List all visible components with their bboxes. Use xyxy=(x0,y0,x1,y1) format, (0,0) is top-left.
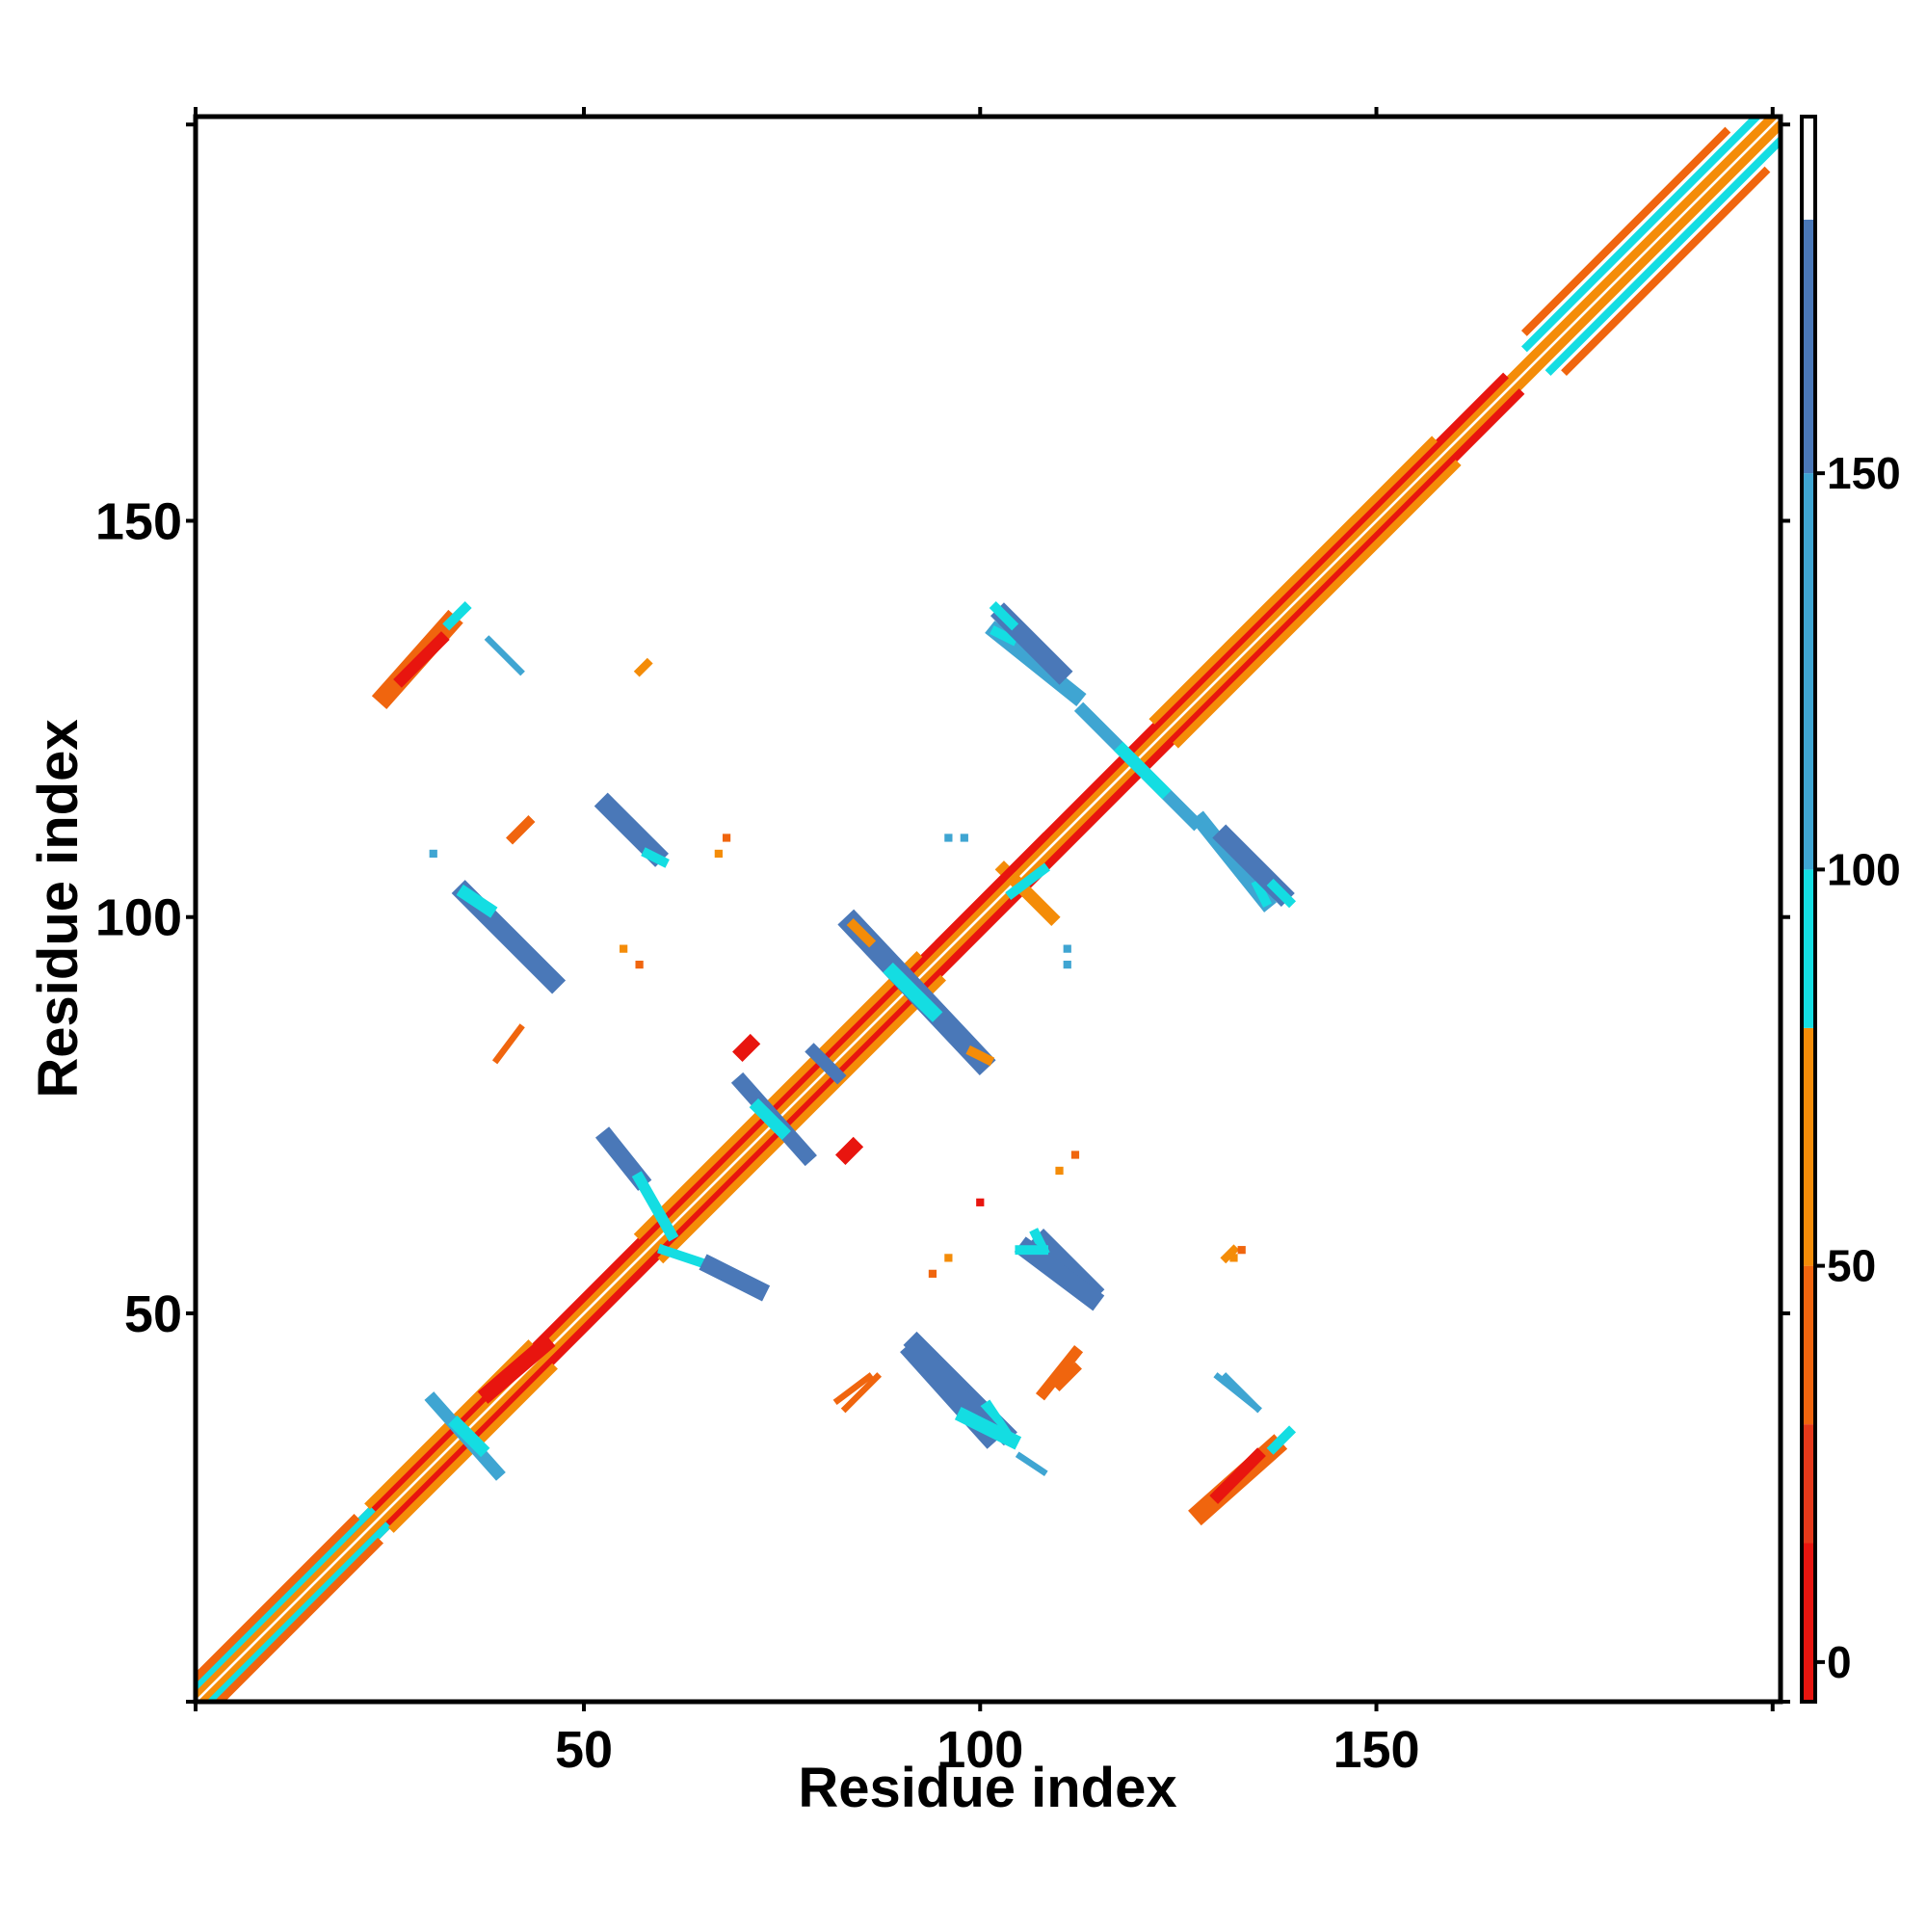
contact-segment-12 xyxy=(1520,126,1731,336)
contact-segment-74 xyxy=(477,1334,556,1404)
contact-segment-27 xyxy=(633,657,653,677)
contact-segment-40 xyxy=(641,847,670,868)
contact-segment-7 xyxy=(213,1537,383,1702)
colorbar-band-7 xyxy=(1802,117,1815,220)
y-tick-label-0: 50 xyxy=(124,1285,182,1343)
contact-segment-54 xyxy=(965,1045,995,1067)
contact-segment-20 xyxy=(393,631,450,688)
contact-segment-49 xyxy=(491,1023,525,1065)
contact-cell-8 xyxy=(1063,960,1071,969)
contact-segment-64 xyxy=(1014,1236,1105,1311)
contact-segment-77 xyxy=(935,832,1049,947)
colorbar-band-3 xyxy=(1802,1027,1815,1266)
contact-segment-76 xyxy=(1005,862,1050,900)
contact-segment-23 xyxy=(1209,1447,1266,1504)
contact-segment-39 xyxy=(594,792,670,867)
contact-cell-3 xyxy=(714,849,723,859)
colorbar-band-6 xyxy=(1802,219,1815,474)
contact-segment-36 xyxy=(1266,878,1297,909)
contact-segment-34 xyxy=(1114,741,1172,800)
contact-segment-59 xyxy=(834,1136,864,1165)
contact-segment-38 xyxy=(989,600,1019,631)
contact-cell-14 xyxy=(1237,1246,1246,1255)
contact-segment-44 xyxy=(1052,1362,1082,1391)
contact-segment-11 xyxy=(1561,166,1771,377)
y-axis-title: Residue index xyxy=(27,719,90,1098)
contact-segment-18 xyxy=(1148,436,1438,725)
contact-segment-17 xyxy=(1173,460,1462,749)
contact-segment-75 xyxy=(994,860,1061,927)
contact-segment-2 xyxy=(196,117,1780,1701)
contact-cell-13 xyxy=(1229,1254,1238,1262)
contact-cell-6 xyxy=(960,834,968,842)
colorbar-tick-label-1: 50 xyxy=(1827,1241,1876,1291)
colorbar-band-2 xyxy=(1802,1265,1815,1425)
contact-cell-11 xyxy=(928,1269,937,1278)
contact-segment-67 xyxy=(954,1406,1022,1450)
contact-segment-6 xyxy=(196,1505,376,1692)
contact-segment-3 xyxy=(356,388,1525,1557)
contact-segment-16 xyxy=(633,951,923,1240)
contact-cell-0 xyxy=(429,849,437,859)
contact-cell-1 xyxy=(620,944,628,953)
colorbar-frame xyxy=(1800,115,1817,1704)
contact-cell-5 xyxy=(944,834,953,842)
contact-segment-43 xyxy=(506,815,536,845)
colorbar-tick-label-2: 100 xyxy=(1827,844,1901,894)
contact-segment-15 xyxy=(657,974,946,1264)
contact-segment-73 xyxy=(448,1415,490,1458)
contact-segment-32 xyxy=(1251,879,1272,908)
contact-segment-9 xyxy=(1544,134,1781,377)
colorbar-tick-label-3: 150 xyxy=(1827,448,1901,498)
contact-cell-10 xyxy=(1070,1151,1080,1159)
contact-segment-0 xyxy=(196,117,1781,1702)
contact-segment-1 xyxy=(197,118,1781,1702)
contact-segment-10 xyxy=(1520,117,1763,353)
colorbar-tick-label-0: 0 xyxy=(1827,1637,1852,1687)
contact-segment-21 xyxy=(442,600,472,631)
contact-cell-9 xyxy=(1055,1166,1064,1176)
contact-segment-71 xyxy=(1213,1372,1262,1414)
contact-segment-60 xyxy=(594,1126,652,1191)
contact-cell-4 xyxy=(722,834,731,842)
contact-segment-46 xyxy=(456,884,498,918)
contact-segment-69 xyxy=(840,1372,883,1414)
y-tick-label-2: 150 xyxy=(95,492,182,550)
contact-segment-68 xyxy=(1015,1451,1048,1477)
colorbar-band-1 xyxy=(1802,1424,1815,1544)
y-tick-label-1: 100 xyxy=(95,889,182,947)
contact-segment-5 xyxy=(205,1522,392,1702)
contact-segment-24 xyxy=(1266,1425,1297,1455)
contact-segment-61 xyxy=(631,1171,679,1242)
contact-cell-15 xyxy=(976,1198,985,1206)
colorbar-band-0 xyxy=(1802,1543,1815,1702)
contact-segment-53 xyxy=(846,917,877,948)
contact-segment-63 xyxy=(699,1254,771,1302)
contact-cell-12 xyxy=(944,1254,953,1262)
colorbar-band-4 xyxy=(1802,869,1815,1028)
contact-segment-70 xyxy=(1035,1345,1084,1401)
x-axis-title: Residue index xyxy=(798,1757,1176,1819)
x-tick-label-0: 50 xyxy=(555,1721,613,1779)
contact-segment-30 xyxy=(990,625,1018,647)
tick-layer: 50 100 150 50 100 150 xyxy=(95,107,1790,1779)
plot-frame xyxy=(193,114,1783,1705)
contact-segment-58 xyxy=(732,1033,761,1063)
contact-segment-50 xyxy=(832,1372,874,1406)
x-tick-label-1: 100 xyxy=(937,1721,1023,1779)
contact-segment-25 xyxy=(484,635,525,676)
contact-cell-2 xyxy=(635,960,644,969)
heatmap-layer xyxy=(196,117,1781,1702)
contact-segment-8 xyxy=(196,1514,360,1684)
contact-segment-57 xyxy=(805,1043,847,1085)
contact-segment-52 xyxy=(883,962,943,1022)
contact-segment-56 xyxy=(749,1098,791,1141)
colorbar: 0 50 100 150 xyxy=(1800,115,1901,1704)
x-tick-label-2: 150 xyxy=(1333,1721,1419,1779)
colorbar-band-5 xyxy=(1802,473,1815,870)
contact-cell-7 xyxy=(1063,944,1071,953)
